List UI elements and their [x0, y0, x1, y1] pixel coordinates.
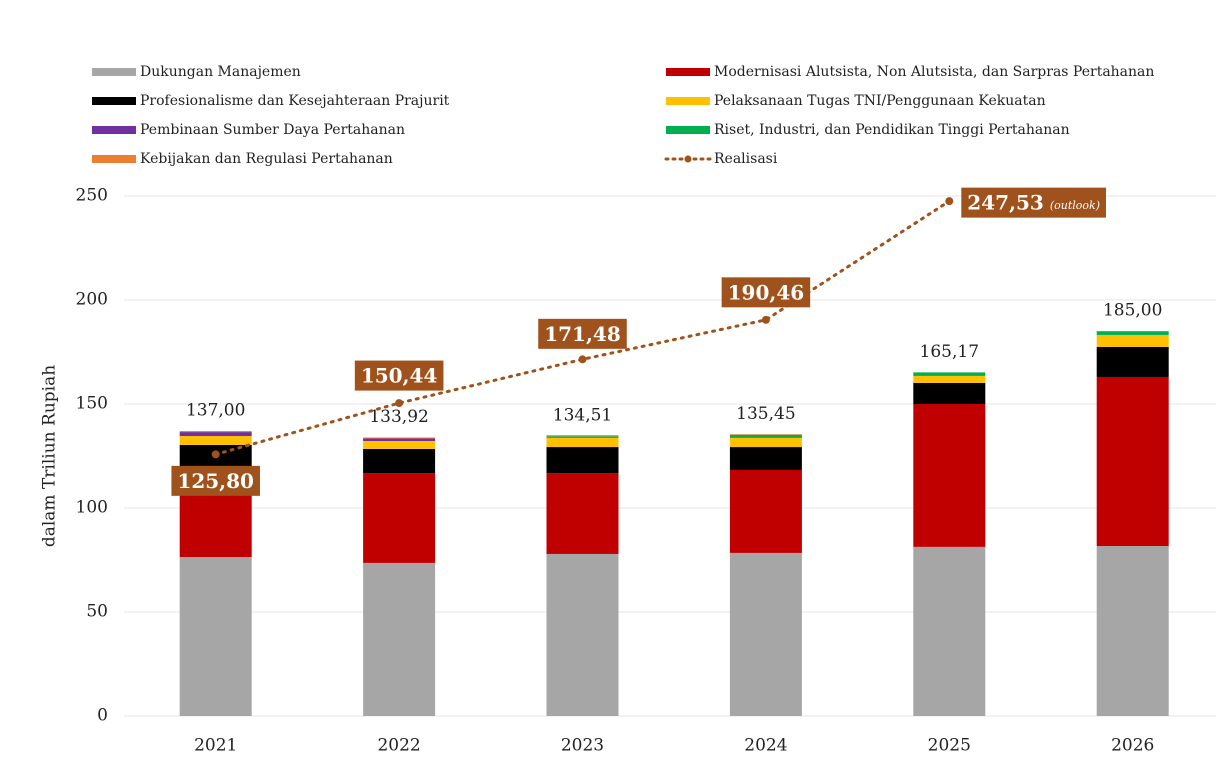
bar-segment — [547, 435, 619, 436]
bar-segment — [730, 553, 802, 716]
value-label: 247,53 (outlook) — [961, 188, 1106, 218]
grid — [124, 196, 1216, 716]
y-tick-label: 50 — [86, 602, 108, 622]
legend-swatch — [92, 68, 136, 76]
legend-swatch — [666, 126, 710, 134]
value-label-text: 190,46 — [728, 280, 805, 304]
total-label: 134,51 — [553, 406, 612, 426]
x-tick-label: 2025 — [928, 736, 971, 756]
bar-segment — [180, 557, 252, 716]
bar-segment — [730, 434, 802, 435]
legend-swatch — [666, 68, 710, 76]
bar-segment — [547, 437, 619, 438]
legend-label: Realisasi — [714, 151, 778, 167]
bar-segment — [363, 439, 435, 441]
realisasi-point — [212, 450, 220, 458]
total-label: 165,17 — [920, 342, 979, 362]
bar-segment — [180, 431, 252, 432]
legend-swatch — [666, 97, 710, 105]
legend-label: Profesionalisme dan Kesejahteraan Prajur… — [140, 93, 450, 109]
total-label: 137,00 — [186, 401, 245, 421]
x-tick-label: 2026 — [1111, 736, 1154, 756]
value-label: 125,80 — [171, 466, 260, 496]
bar-segment — [1097, 546, 1169, 716]
y-tick-label: 150 — [76, 394, 108, 414]
legend-swatch — [685, 156, 692, 163]
bar-segment — [1097, 331, 1169, 335]
legend-label: Riset, Industri, dan Pendidikan Tinggi P… — [714, 122, 1070, 138]
x-tick-label: 2021 — [194, 736, 237, 756]
y-tick-label: 0 — [97, 706, 108, 726]
legend-label: Dukungan Manajemen — [140, 64, 301, 80]
bar-segment — [547, 554, 619, 716]
realisasi-point — [579, 355, 587, 363]
bar-segment — [363, 441, 435, 449]
bar-segment — [1097, 347, 1169, 377]
bar-segment — [180, 432, 252, 436]
chart: dalam Triliun Rupiah 0 50 100 150 200 250 Duku… — [0, 0, 1216, 764]
realisasi-point — [395, 399, 403, 407]
bar-segment — [913, 404, 985, 547]
bar-segment — [730, 435, 802, 438]
x-tick-label: 2024 — [744, 736, 787, 756]
bar-segment — [547, 473, 619, 554]
legend-swatch — [92, 155, 136, 163]
y-axis-title: dalam Triliun Rupiah — [40, 365, 60, 547]
legend-label: Pelaksanaan Tugas TNI/Penggunaan Kekuata… — [714, 93, 1046, 109]
annotation: (outlook) — [1050, 199, 1100, 212]
y-tick-label: 250 — [76, 186, 108, 206]
bar-segment — [547, 438, 619, 447]
x-tick-label: 2022 — [377, 736, 420, 756]
y-tick-label: 200 — [76, 290, 108, 310]
bar-segment — [363, 473, 435, 563]
bar-segment — [363, 449, 435, 473]
bar-segment — [1097, 335, 1169, 347]
x-tick-label: 2023 — [561, 736, 604, 756]
value-label-text: 247,53 — [967, 191, 1044, 215]
bar-segment — [913, 376, 985, 383]
bar-segment — [913, 372, 985, 376]
value-label: 190,46 — [722, 277, 811, 307]
value-label-text: 125,80 — [177, 469, 254, 493]
bar-segment — [913, 383, 985, 404]
realisasi-point — [762, 316, 770, 324]
legend-swatch — [92, 126, 136, 134]
value-label: 150,44 — [355, 361, 444, 391]
bar-segment — [913, 547, 985, 716]
total-label: 135,45 — [736, 404, 795, 424]
legend-label: Pembinaan Sumber Daya Pertahanan — [140, 122, 405, 138]
bar-segment — [730, 470, 802, 553]
y-tick-label: 100 — [76, 498, 108, 518]
value-label: 171,48 — [538, 319, 627, 349]
total-label: 185,00 — [1103, 301, 1162, 321]
bar-segment — [547, 436, 619, 437]
bar-segment — [1097, 377, 1169, 546]
bar-segment — [730, 447, 802, 470]
bar-segment — [363, 563, 435, 716]
bar-segment — [180, 436, 252, 445]
legend-swatch — [92, 97, 136, 105]
value-label-text: 171,48 — [544, 322, 621, 346]
realisasi-point — [945, 197, 953, 205]
bar-segment — [363, 437, 435, 438]
legend-label: Modernisasi Alutsista, Non Alutsista, da… — [714, 64, 1154, 80]
bar-segment — [547, 447, 619, 473]
bar-segment — [730, 438, 802, 447]
legend-label: Kebijakan dan Regulasi Pertahanan — [140, 151, 393, 167]
value-label-text: 150,44 — [361, 364, 438, 388]
